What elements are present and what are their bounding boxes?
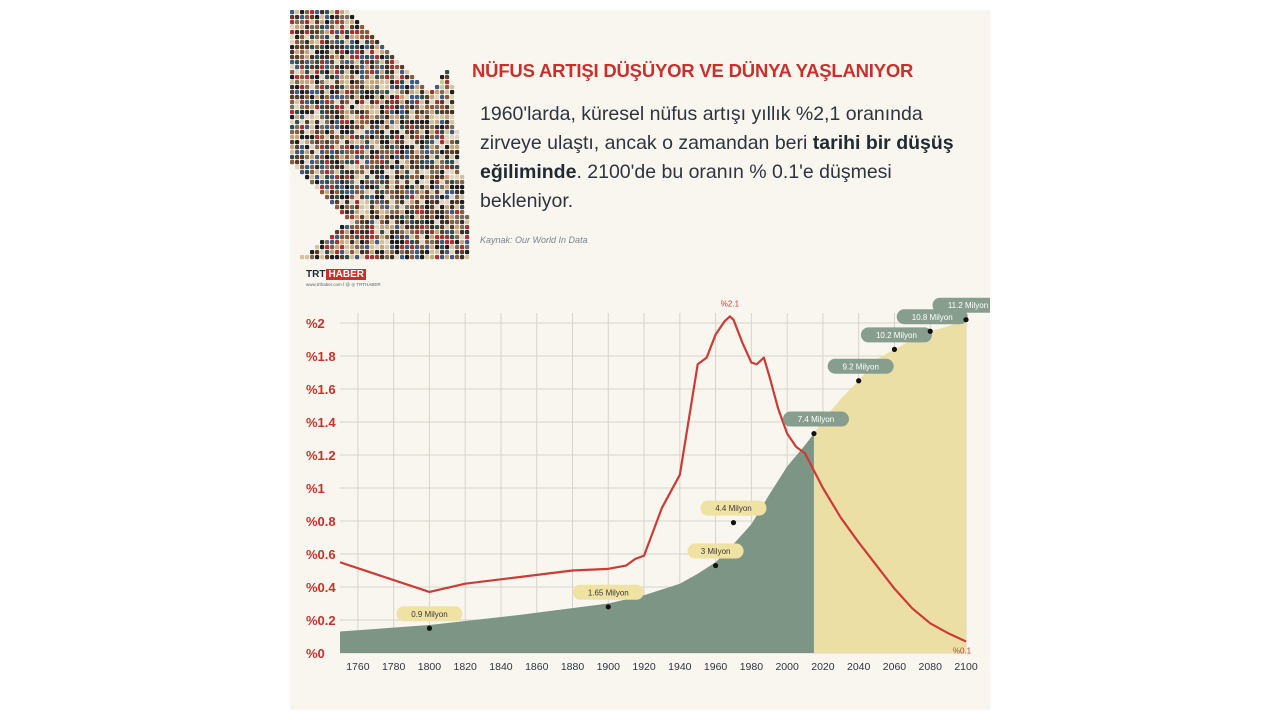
y-tick-label: %0.4 bbox=[306, 580, 336, 595]
population-label: 4.4 Milyon bbox=[715, 504, 751, 513]
population-label: 10.8 Milyon bbox=[912, 313, 953, 322]
x-tick-label: 2020 bbox=[811, 661, 835, 673]
population-point bbox=[730, 520, 737, 526]
y-tick-label: %2 bbox=[306, 316, 325, 331]
source-label: Kaynak: bbox=[480, 235, 513, 245]
population-label: 9.2 Milyon bbox=[842, 362, 878, 371]
population-label-bg bbox=[860, 327, 932, 343]
logo-trt: TRT bbox=[306, 269, 326, 280]
population-label: 11.2 Milyon bbox=[948, 301, 988, 310]
population-label: 10.2 Milyon bbox=[876, 331, 917, 340]
description-text-1: 1960'larda, küresel nüfus artışı yıllık … bbox=[480, 103, 923, 154]
population-point bbox=[426, 625, 433, 631]
x-tick-label: 1880 bbox=[561, 661, 585, 673]
population-label-bg bbox=[700, 500, 767, 516]
x-tick-label: 1780 bbox=[382, 661, 406, 673]
description: 1960'larda, küresel nüfus artışı yıllık … bbox=[480, 100, 970, 216]
population-point bbox=[811, 430, 817, 437]
annotation-label: %0.1 bbox=[953, 646, 972, 655]
population-point bbox=[891, 346, 898, 352]
growth-population-chart: %0 %0.2 %0.4 %0.6 %0.8 %1 %1.2 %1.4 %1.6 %1.8 %2 17… bbox=[306, 297, 990, 673]
x-tick-label: 1980 bbox=[740, 661, 764, 673]
source-value: Our World In Data bbox=[515, 235, 588, 245]
population-label: 1.65 Milyon bbox=[588, 588, 629, 597]
x-tick-label: 1800 bbox=[418, 661, 442, 673]
crowd-arrow-image bbox=[290, 10, 470, 260]
x-tick-label: 1840 bbox=[489, 661, 513, 673]
y-tick-label: %0.8 bbox=[306, 514, 336, 529]
population-point bbox=[963, 317, 969, 323]
y-tick-label: %1 bbox=[306, 481, 325, 496]
growth-rate-line bbox=[339, 315, 967, 643]
y-tick-label: %1.6 bbox=[306, 382, 336, 397]
population-label-bg bbox=[827, 358, 894, 374]
y-tick-label: %0 bbox=[306, 646, 325, 661]
x-tick-label: 2060 bbox=[883, 661, 907, 673]
population-area-historic bbox=[340, 433, 814, 653]
y-tick-label: %1.2 bbox=[306, 448, 336, 463]
population-label-bg bbox=[572, 584, 644, 600]
y-tick-label: %0.6 bbox=[306, 547, 336, 562]
description-text-2: . 2100'de bu oranın % 0.1'e düşmesi bekl… bbox=[480, 161, 892, 212]
annotation-label: %2.1 bbox=[721, 299, 740, 308]
logo-haber: HABER bbox=[326, 269, 367, 280]
population-label-bg bbox=[396, 606, 463, 622]
population-point bbox=[605, 604, 611, 610]
population-point bbox=[856, 378, 862, 384]
population-label: 7.4 Milyon bbox=[798, 415, 834, 424]
y-tick-label: %1.8 bbox=[306, 349, 336, 364]
population-label-bg bbox=[687, 543, 744, 559]
logo-social-line: www.trthaber.com f @ ◎ TRTHABER bbox=[306, 282, 381, 287]
x-tick-label: 1820 bbox=[454, 661, 478, 673]
x-tick-label: 2040 bbox=[847, 661, 871, 673]
x-tick-label: 2080 bbox=[919, 661, 943, 673]
x-tick-label: 1760 bbox=[346, 661, 370, 673]
x-tick-label: 1860 bbox=[525, 661, 549, 673]
x-tick-label: 1900 bbox=[597, 661, 621, 673]
page-title: NÜFUS ARTIŞI DÜŞÜYOR VE DÜNYA YAŞLANIYOR bbox=[472, 60, 914, 81]
description-highlight: tarihi bir düşüş eğiliminde bbox=[480, 132, 954, 183]
x-tick-label: 1920 bbox=[632, 661, 656, 673]
x-tick-label: 2000 bbox=[775, 661, 799, 673]
infographic-card: NÜFUS ARTIŞI DÜŞÜYOR VE DÜNYA YAŞLANIYOR… bbox=[290, 10, 990, 710]
population-label: 3 Milyon bbox=[701, 547, 731, 556]
population-label: 0.9 Milyon bbox=[411, 610, 447, 619]
y-tick-label: %0.2 bbox=[306, 613, 336, 628]
population-label-bg bbox=[932, 297, 990, 313]
x-tick-label: 1940 bbox=[668, 661, 692, 673]
population-label-bg bbox=[896, 309, 968, 325]
x-tick-label: 1960 bbox=[704, 661, 728, 673]
x-tick-label: 2100 bbox=[954, 661, 978, 673]
population-area-projected bbox=[813, 319, 966, 653]
population-point bbox=[713, 562, 719, 569]
trt-haber-logo: TRT HABER bbox=[306, 269, 367, 280]
y-tick-label: %1.4 bbox=[306, 415, 336, 430]
source-line: Kaynak: Our World In Data bbox=[480, 235, 588, 245]
population-point bbox=[927, 328, 933, 334]
population-label-bg bbox=[782, 411, 849, 427]
